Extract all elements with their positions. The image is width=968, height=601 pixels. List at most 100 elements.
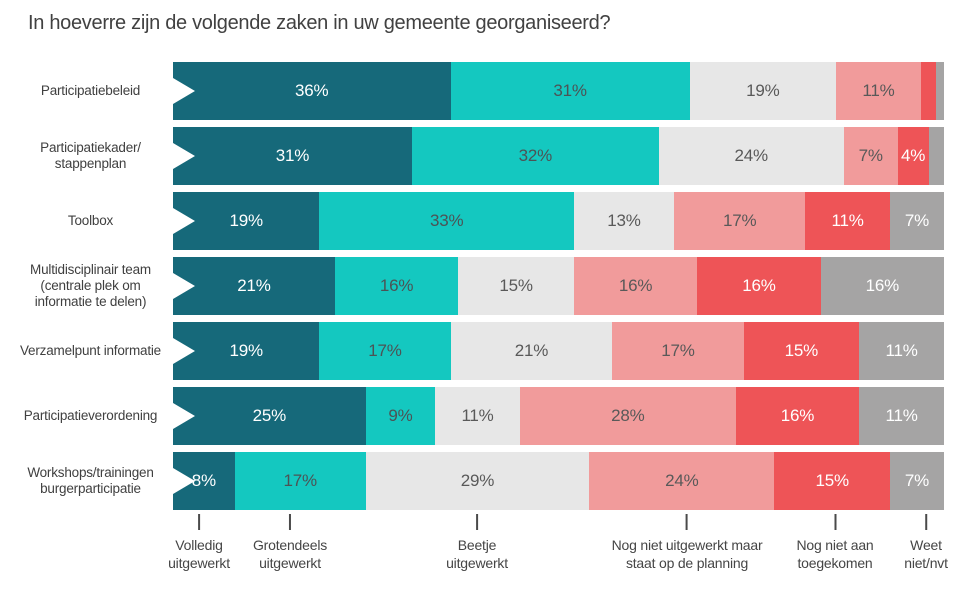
segment-value: 11% <box>461 406 494 425</box>
legend-tick-line <box>924 514 927 530</box>
chart-row: 19% 33% 13% 17% 11% 7% Toolbox <box>0 192 968 250</box>
segment-value: 16% <box>742 276 776 295</box>
legend-item-volledig-uitgewerkt: Volledig uitgewerkt <box>168 514 230 572</box>
bar-segment-weet-niet-nvt: 7% <box>889 192 944 250</box>
bar-segment-grotendeels-uitgewerkt: 32% <box>412 127 659 185</box>
segment-value: 17% <box>368 341 402 360</box>
bar-segment-nog-niet-uitgewerkt-op-planning: 7% <box>843 127 898 185</box>
legend-tick-line <box>198 514 200 530</box>
category-label-plate: Participatieverordening <box>8 387 195 445</box>
bar-segment-nog-niet-aan-toegekomen: 15% <box>774 452 890 510</box>
bar-segment-weet-niet-nvt <box>928 127 944 185</box>
stacked-bar: 36% 31% 19% 11% <box>173 62 944 120</box>
legend-tick-line <box>476 514 478 530</box>
stacked-bar: 19% 17% 21% 17% 15% 11% <box>173 322 944 380</box>
segment-value: 19% <box>229 211 264 230</box>
legend-tick-line <box>288 514 291 530</box>
bar-segment-volledig-uitgewerkt: 31% <box>173 127 412 185</box>
segment-value: 36% <box>295 81 329 100</box>
bar-segment-beetje-uitgewerkt: 29% <box>365 452 590 510</box>
chart-row: 31% 32% 24% 7% 4% Participatiekader/stappenp… <box>0 127 968 185</box>
legend-label-text: Volledig uitgewerkt <box>168 537 230 572</box>
bar-segment-beetje-uitgewerkt: 24% <box>658 127 844 185</box>
segment-value: 28% <box>611 406 645 425</box>
segment-value: 7% <box>858 146 883 165</box>
segment-value: 16% <box>618 276 653 295</box>
bar-segment-grotendeels-uitgewerkt: 33% <box>319 192 574 250</box>
legend: Volledig uitgewerkt Grotendeels uitgewerkt… <box>0 514 968 594</box>
legend-item-weet-niet-nvt: Weet niet/nvt <box>904 514 948 572</box>
stacked-bar: 21% 16% 15% 16% 16% 16% <box>173 257 944 315</box>
legend-label-text: Nog niet aan toegekomen <box>796 537 874 572</box>
chart-row: 19% 17% 21% 17% 15% 11% Verzamelpunt informat… <box>0 322 968 380</box>
chart-title: In hoeverre zijn de volgende zaken in uw… <box>28 12 611 34</box>
bar-segment-grotendeels-uitgewerkt: 31% <box>450 62 690 120</box>
category-label-plate: Participatiebeleid <box>8 62 195 120</box>
category-label-plate: Verzamelpunt informatie <box>8 322 195 380</box>
segment-value: 21% <box>237 276 271 295</box>
chart-row: 21% 16% 15% 16% 16% 16% Multidisciplinair tea… <box>0 257 968 315</box>
segment-value: 19% <box>746 81 780 100</box>
category-label-plate: Multidisciplinair team (centrale plek om i… <box>8 257 195 315</box>
stacked-bar: 31% 32% 24% 7% 4% <box>173 127 944 185</box>
bar-segment-grotendeels-uitgewerkt: 9% <box>365 387 436 445</box>
segment-value: 31% <box>275 146 310 165</box>
bar-segment-volledig-uitgewerkt: 36% <box>173 62 451 120</box>
stacked-bar: 19% 33% 13% 17% 11% 7% <box>173 192 944 250</box>
bar-segment-volledig-uitgewerkt: 19% <box>173 192 320 250</box>
segment-value: 16% <box>379 276 414 295</box>
bar-segment-nog-niet-aan-toegekomen: 11% <box>805 192 890 250</box>
bar-segment-weet-niet-nvt: 11% <box>859 387 944 445</box>
segment-value: 17% <box>722 211 757 230</box>
segment-value: 4% <box>901 146 926 165</box>
bar-segment-nog-niet-aan-toegekomen: 15% <box>743 322 860 380</box>
bar-segment-weet-niet-nvt <box>936 62 944 120</box>
stacked-bar: 25% 9% 11% 28% 16% 11% <box>173 387 944 445</box>
bar-segment-beetje-uitgewerkt: 15% <box>458 257 574 315</box>
bar-segment-nog-niet-uitgewerkt-op-planning: 11% <box>836 62 921 120</box>
segment-value: 24% <box>734 146 769 165</box>
segment-value: 13% <box>607 211 641 230</box>
legend-item-beetje-uitgewerkt: Beetje uitgewerkt <box>446 514 508 572</box>
category-label-text: Participatiekader/stappenplan <box>40 140 141 171</box>
segment-value: 17% <box>661 341 695 360</box>
category-label-text: Toolbox <box>67 213 114 229</box>
bar-segment-nog-niet-aan-toegekomen: 16% <box>697 257 821 315</box>
segment-value: 11% <box>885 341 918 360</box>
category-label-text: Workshops/trainingen burgerparticipatie <box>27 465 154 496</box>
bar-segment-nog-niet-uitgewerkt-op-planning: 24% <box>589 452 775 510</box>
bar-segment-nog-niet-uitgewerkt-op-planning: 16% <box>573 257 698 315</box>
segment-value: 17% <box>283 471 317 490</box>
legend-tick-line <box>685 514 688 530</box>
bar-segment-grotendeels-uitgewerkt: 17% <box>319 322 451 380</box>
segment-value: 15% <box>815 471 849 490</box>
segment-value: 19% <box>229 341 264 360</box>
category-label-plate: Workshops/trainingen burgerparticipatie <box>8 452 195 510</box>
category-label-text: Multidisciplinair team (centrale plek om i… <box>30 262 151 309</box>
segment-value: 11% <box>885 406 918 425</box>
bar-segment-beetje-uitgewerkt: 13% <box>573 192 675 250</box>
segment-value: 11% <box>831 211 864 230</box>
bar-segment-grotendeels-uitgewerkt: 17% <box>234 452 366 510</box>
segment-value: 15% <box>784 341 819 360</box>
bar-segment-nog-niet-aan-toegekomen <box>920 62 937 120</box>
segment-value: 32% <box>518 146 553 165</box>
segment-value: 16% <box>865 276 900 295</box>
bar-segment-nog-niet-uitgewerkt-op-planning: 28% <box>519 387 736 445</box>
bar-segment-nog-niet-aan-toegekomen: 16% <box>735 387 860 445</box>
segment-value: 31% <box>553 81 587 100</box>
category-label-plate: Toolbox <box>8 192 195 250</box>
bar-segment-weet-niet-nvt: 16% <box>820 257 944 315</box>
segment-value: 15% <box>499 276 533 295</box>
bar-segment-nog-niet-uitgewerkt-op-planning: 17% <box>674 192 806 250</box>
stacked-bar: 8% 17% 29% 24% 15% 7% <box>173 452 944 510</box>
segment-value: 25% <box>252 406 287 425</box>
segment-value: 7% <box>904 471 930 490</box>
chart-row: 36% 31% 19% 11% Participatiebeleid <box>0 62 968 120</box>
legend-label-text: Beetje uitgewerkt <box>446 537 508 572</box>
legend-item-nog-niet-aan-toegekomen: Nog niet aan toegekomen <box>797 514 874 572</box>
bar-segment-weet-niet-nvt: 11% <box>859 322 944 380</box>
segment-value: 16% <box>780 406 815 425</box>
segment-value: 9% <box>388 406 413 425</box>
